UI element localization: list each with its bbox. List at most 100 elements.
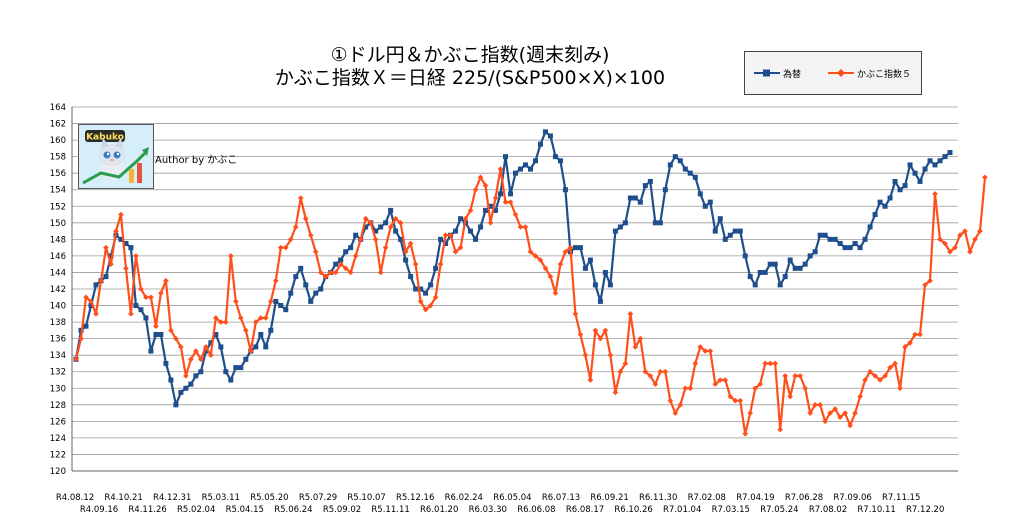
series1-point <box>687 170 693 176</box>
series2-point <box>912 331 918 338</box>
series1-point <box>932 162 938 168</box>
series1-point <box>862 236 868 242</box>
series2-point <box>133 253 139 259</box>
series1-point <box>627 195 633 201</box>
series2-point <box>312 248 319 255</box>
y-tick-label: 126 <box>50 417 66 427</box>
x-tick-label: R5.07.29 <box>299 493 337 503</box>
series2-point <box>357 236 364 243</box>
x-tick-label: R7.11.15 <box>882 493 920 503</box>
series1-point <box>293 274 299 280</box>
series1-point <box>582 265 588 271</box>
series2-point <box>652 381 659 387</box>
series1-point <box>542 129 548 135</box>
legend-label-series2: かぶこ指数５ <box>857 70 912 80</box>
x-tick-label: R7.09.06 <box>833 493 871 503</box>
series1-point <box>283 307 289 313</box>
series1-point <box>912 170 918 176</box>
series1-point <box>852 241 858 246</box>
series1-point <box>847 245 853 251</box>
x-tick-label: R6.01.20 <box>420 505 458 515</box>
series2-point <box>407 240 414 247</box>
series1-point <box>258 332 264 337</box>
series2-point <box>542 265 549 272</box>
series2-point <box>957 232 963 239</box>
x-tick-label: R5.11.11 <box>371 505 409 515</box>
series1-point <box>797 265 803 271</box>
series1-point <box>318 286 324 292</box>
series1-point <box>622 220 628 226</box>
series2-point <box>168 327 174 334</box>
series2-point <box>722 377 729 383</box>
series1-point <box>547 133 553 139</box>
series2-point <box>113 228 119 234</box>
series1-point <box>877 199 883 205</box>
series1-point <box>238 365 244 371</box>
series1-point <box>637 199 643 205</box>
series2-point <box>462 215 469 222</box>
series2-point <box>178 344 184 350</box>
series2-point <box>507 199 514 205</box>
series2-point <box>937 236 943 243</box>
series1-point <box>183 385 189 391</box>
y-tick-label: 136 <box>50 335 66 345</box>
series1-point <box>483 207 489 213</box>
series2-point <box>327 269 334 276</box>
series2-point <box>108 261 114 267</box>
series1-point <box>532 158 538 164</box>
series2-point <box>967 248 973 255</box>
series2-point <box>537 257 544 263</box>
series2-point <box>347 269 354 276</box>
series1-point <box>473 236 479 242</box>
series2-point <box>672 410 679 416</box>
series1-point <box>572 245 578 251</box>
series2-point <box>427 302 434 309</box>
series1-point <box>253 344 259 350</box>
y-tick-label: 134 <box>50 351 66 361</box>
series1-point <box>108 253 114 259</box>
series2-point <box>78 335 84 342</box>
series1-point <box>947 150 953 155</box>
y-tick-label: 142 <box>50 285 66 295</box>
series1-point <box>732 228 738 234</box>
series2-point <box>897 385 903 392</box>
series1-point <box>917 178 923 184</box>
series2-point <box>587 377 594 383</box>
series2-point <box>517 224 524 230</box>
series2-point <box>727 393 734 400</box>
series1-point <box>313 290 319 296</box>
series2-point <box>622 360 629 367</box>
series2-point <box>492 195 499 201</box>
y-tick-label: 144 <box>50 268 66 278</box>
series2-point <box>128 311 134 317</box>
series2-point <box>272 277 279 284</box>
series2-point <box>163 277 169 284</box>
series2-point <box>402 248 409 255</box>
series2-point <box>198 356 204 363</box>
series1-point <box>712 228 718 234</box>
series1-point <box>682 166 688 172</box>
series2-point <box>887 364 893 371</box>
series2-point <box>942 240 948 247</box>
series1-point <box>937 158 943 164</box>
series2-point <box>437 261 444 267</box>
series2-point <box>762 360 769 367</box>
series2-point <box>248 348 254 354</box>
series1-point <box>178 389 184 395</box>
series2-point <box>697 344 704 350</box>
series1-point <box>163 360 169 366</box>
series2-point <box>797 373 803 379</box>
series1-point <box>882 203 888 209</box>
x-tick-label: R6.11.30 <box>639 493 677 503</box>
series1-point <box>148 348 154 354</box>
series1-point <box>697 191 703 197</box>
series2-point <box>682 385 689 392</box>
series2-point <box>707 348 714 354</box>
series1-point <box>438 236 444 242</box>
series2-point <box>982 174 988 181</box>
series2-point <box>98 277 104 284</box>
y-tick-label: 160 <box>50 136 66 146</box>
series2-point <box>188 356 194 363</box>
series2-point <box>792 373 798 379</box>
series2-point <box>692 360 699 367</box>
